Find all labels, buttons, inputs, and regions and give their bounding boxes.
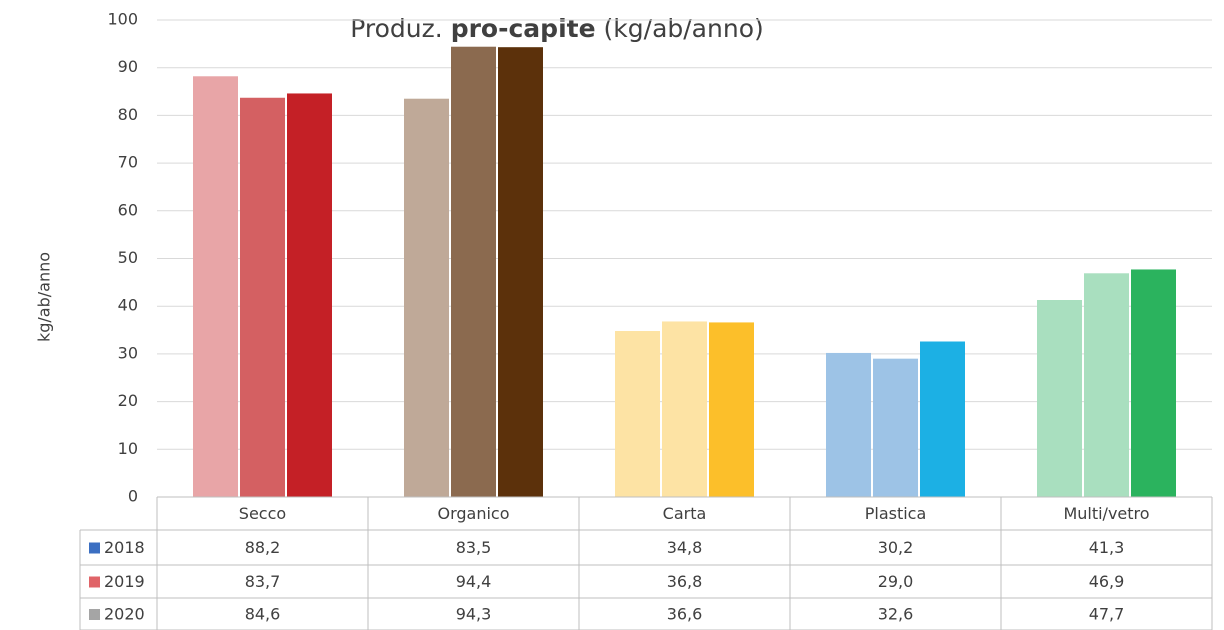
y-tick-label: 30 — [118, 343, 138, 362]
y-tick-label: 50 — [118, 248, 138, 267]
x-tick-label: Plastica — [865, 504, 927, 523]
table-value: 30,2 — [878, 538, 914, 557]
bar — [826, 352, 871, 497]
y-tick-label: 70 — [118, 153, 138, 172]
bar — [1037, 299, 1082, 497]
bar — [193, 76, 238, 497]
table-value: 41,3 — [1089, 538, 1125, 557]
y-tick-label: 60 — [118, 200, 138, 219]
bar — [240, 97, 285, 497]
bar — [873, 358, 918, 497]
table-value: 94,4 — [456, 572, 492, 591]
table-value: 88,2 — [245, 538, 281, 557]
bar — [1131, 269, 1176, 497]
bar — [404, 98, 449, 497]
table-value: 46,9 — [1089, 572, 1125, 591]
title-prefix: Produz. — [350, 14, 442, 43]
bar — [1084, 273, 1129, 497]
y-tick-label: 40 — [118, 296, 138, 315]
bar — [662, 321, 707, 497]
table-value: 36,8 — [667, 572, 703, 591]
x-tick-label: Secco — [239, 504, 286, 523]
y-tick-label: 100 — [107, 10, 138, 29]
title-bold: pro-capite — [451, 14, 596, 43]
table-value: 32,6 — [878, 605, 914, 624]
x-tick-label: Organico — [437, 504, 509, 523]
bar — [287, 93, 332, 497]
chart-title: Produz. pro-capite (kg/ab/anno) — [350, 14, 764, 43]
title-suffix: (kg/ab/anno) — [604, 14, 764, 43]
table-value: 29,0 — [878, 572, 914, 591]
legend-key — [89, 542, 100, 554]
bar — [920, 341, 965, 497]
legend-key — [89, 609, 100, 620]
y-tick-label: 0 — [128, 487, 138, 506]
bar — [709, 322, 754, 497]
table-value: 83,7 — [245, 572, 281, 591]
x-tick-label: Multi/vetro — [1063, 504, 1149, 523]
table-value: 36,6 — [667, 605, 703, 624]
y-tick-label: 20 — [118, 391, 138, 410]
y-tick-label: 80 — [118, 105, 138, 124]
y-tick-label: 10 — [118, 439, 138, 458]
table-value: 47,7 — [1089, 605, 1125, 624]
legend-label: 2020 — [104, 605, 145, 624]
y-axis-label: kg/ab/anno — [35, 252, 54, 342]
table-value: 84,6 — [245, 605, 281, 624]
x-tick-label: Carta — [663, 504, 707, 523]
y-tick-label: 90 — [118, 57, 138, 76]
legend-key — [89, 576, 100, 588]
bar — [615, 331, 660, 497]
table-value: 83,5 — [456, 538, 492, 557]
table-value: 94,3 — [456, 605, 492, 624]
bar — [451, 46, 496, 497]
legend-label: 2019 — [104, 572, 145, 591]
bar — [498, 47, 543, 498]
table-value: 34,8 — [667, 538, 703, 557]
legend-label: 2018 — [104, 538, 145, 557]
